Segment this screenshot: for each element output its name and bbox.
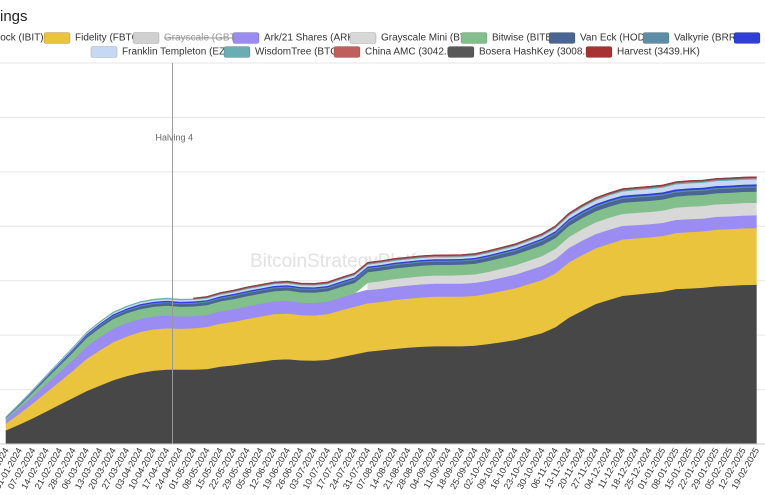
legend-label: Van Eck (HODL) — [580, 33, 654, 44]
legend-label: Ark/21 Shares (ARKB) — [264, 33, 364, 44]
legend-swatch — [223, 46, 251, 58]
legend-swatch — [733, 32, 761, 44]
legend-swatch — [43, 32, 71, 44]
legend-swatch — [90, 46, 118, 58]
legend-label: Franklin Templeton (EZBC) — [122, 47, 242, 58]
legend-item[interactable]: China AMC (3042.HK) — [333, 46, 464, 58]
annotation-label: Halving 4 — [156, 132, 194, 142]
legend-label: Grayscale Mini (BTC) — [381, 33, 477, 44]
annotations: Halving 4 — [156, 63, 194, 444]
legend-label: WisdomTree (BTCW) — [255, 47, 350, 58]
legend-swatch — [132, 32, 160, 44]
legend-item[interactable]: Fidelity (FBTC) — [43, 32, 142, 44]
legend-label: Fidelity (FBTC) — [75, 33, 142, 44]
legend-item[interactable]: Franklin Templeton (EZBC) — [90, 46, 242, 58]
legend-label: Rock (IBIT) — [0, 33, 44, 44]
legend-swatch — [333, 46, 361, 58]
legend-label: Valkyrie (BRRR) — [674, 33, 747, 44]
area — [193, 176, 757, 299]
legend-swatch — [548, 32, 576, 44]
legend-swatch — [447, 46, 475, 58]
legend-label: Harvest (3439.HK) — [617, 47, 700, 58]
legend-item[interactable]: Grayscale (GBTC) — [132, 32, 246, 44]
legend-item[interactable]: Grayscale Mini (BTC) — [349, 32, 477, 44]
legend-swatch — [349, 32, 377, 44]
legend-item[interactable]: Bitwise (BITB) — [460, 32, 555, 44]
legend-label: China AMC (3042.HK) — [365, 47, 464, 58]
legend-item[interactable] — [733, 32, 761, 44]
legend-item[interactable]: WisdomTree (BTCW) — [223, 46, 350, 58]
legend: Rock (IBIT) Fidelity (FBTC) Grayscale (GBT… — [0, 32, 761, 58]
legend-item[interactable]: Ark/21 Shares (ARKB) — [232, 32, 364, 44]
legend-swatch — [642, 32, 670, 44]
legend-item[interactable]: Rock (IBIT) — [0, 33, 44, 44]
legend-item[interactable]: Bosera HashKey (3008.HK) — [447, 46, 602, 58]
legend-label: Bitwise (BITB) — [492, 33, 555, 44]
legend-item[interactable]: Valkyrie (BRRR) — [642, 32, 747, 44]
x-axis: 24-01-202431-01-202407-02-202414-02-2024… — [0, 443, 765, 491]
legend-item[interactable]: Van Eck (HODL) — [548, 32, 654, 44]
legend-swatch — [585, 46, 613, 58]
areas — [5, 176, 757, 445]
legend-label: Bosera HashKey (3008.HK) — [479, 47, 602, 58]
legend-swatch — [460, 32, 488, 44]
legend-label: Grayscale (GBTC) — [164, 33, 246, 44]
chart-title: ings — [0, 8, 28, 25]
legend-swatch — [232, 32, 260, 44]
legend-item[interactable]: Harvest (3439.HK) — [585, 46, 700, 58]
